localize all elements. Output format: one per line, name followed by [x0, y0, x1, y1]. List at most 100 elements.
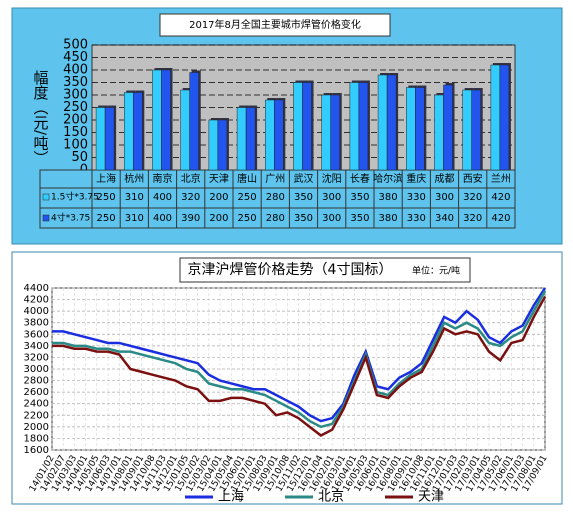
- y-tick-label: 1600: [24, 445, 49, 456]
- bar: [490, 64, 501, 171]
- y-tick-label: 3800: [24, 318, 49, 329]
- y-tick-label: 4000: [24, 306, 49, 317]
- y-tick-label: 4200: [24, 295, 49, 306]
- x-tick-label: 武汉: [294, 172, 314, 185]
- table-value: 420: [491, 213, 510, 224]
- bar: [406, 87, 416, 171]
- table-value: 350: [350, 213, 369, 224]
- table-value: 300: [435, 192, 454, 203]
- x-tick-label: 成都: [435, 173, 455, 185]
- x-tick-label: 杭州: [124, 172, 144, 185]
- table-value: 300: [322, 192, 341, 203]
- x-tick-label: 西安: [463, 172, 483, 185]
- bar: [462, 89, 472, 171]
- bar: [274, 99, 284, 171]
- bar: [349, 82, 360, 171]
- bar: [443, 84, 453, 171]
- bar: [104, 107, 115, 171]
- bar: [293, 82, 303, 171]
- bar: [95, 107, 106, 171]
- line-series: [52, 287, 547, 423]
- x-tick-label: 广州: [265, 173, 285, 185]
- y-tick-label: 50: [71, 150, 88, 165]
- table-value: 350: [350, 192, 369, 203]
- x-tick-label: 长春: [350, 173, 370, 185]
- table-value: 420: [491, 192, 510, 203]
- bar: [133, 92, 143, 171]
- table-value: 320: [463, 213, 482, 224]
- table-value: 350: [294, 213, 313, 224]
- x-tick-label: 天津: [209, 173, 229, 185]
- bar: [236, 107, 247, 171]
- chart-title: 京津沪焊管价格走势（4寸国标）: [188, 262, 393, 278]
- table-value: 200: [209, 213, 228, 224]
- x-tick-label: 上海: [96, 172, 116, 185]
- table-value: 400: [153, 192, 172, 203]
- bar: [217, 119, 228, 171]
- legend-swatch: [42, 193, 50, 201]
- table-value: 350: [294, 192, 313, 203]
- bar: [124, 92, 134, 171]
- legend-label: 1.5寸*3.75: [51, 191, 99, 203]
- x-tick-label: 重庆: [406, 172, 426, 185]
- line-series: [52, 296, 547, 438]
- legend-swatch: [42, 214, 50, 222]
- table-value: 320: [463, 192, 482, 203]
- table-value: 330: [407, 213, 426, 224]
- y-tick-label: 3200: [24, 352, 49, 363]
- y-tick-label: 4400: [24, 283, 49, 294]
- y-tick-label: 3000: [24, 364, 49, 375]
- y-tick-label: 1800: [24, 433, 49, 444]
- table-value: 330: [407, 192, 426, 203]
- bar: [330, 94, 340, 171]
- x-tick-label: 北京: [181, 172, 201, 185]
- bar: [358, 82, 369, 171]
- line-series: [52, 290, 547, 429]
- legend-label: 北京: [318, 490, 344, 505]
- y-tick-label: 2000: [24, 422, 49, 433]
- legend-label: 上海: [218, 490, 244, 505]
- y-tick-label: 3400: [24, 341, 49, 352]
- chart-title: 2017年8月全国主要城市焊管价格变化: [189, 18, 361, 31]
- bar: [208, 119, 219, 171]
- y-tick-label: 350: [63, 75, 88, 90]
- y-tick-label: 2400: [24, 399, 49, 410]
- bar: [386, 74, 397, 171]
- title-box: [159, 13, 391, 37]
- legend-label: 4寸*3.75: [51, 212, 90, 224]
- x-tick-label: 兰州: [491, 172, 511, 185]
- y-tick-label: 500: [63, 38, 88, 53]
- table-value: 300: [322, 213, 341, 224]
- bar: [265, 99, 275, 171]
- bar: [499, 64, 510, 171]
- table-value: 310: [125, 213, 144, 224]
- y-tick-label: 150: [63, 125, 88, 140]
- y-axis-label: 幅度（元/吨）: [32, 70, 50, 165]
- y-tick-label: 2600: [24, 387, 49, 398]
- table-value: 250: [238, 192, 257, 203]
- table-value: 250: [97, 192, 116, 203]
- bar: [180, 89, 190, 171]
- y-tick-label: 2200: [24, 410, 49, 421]
- y-tick-label: 3600: [24, 329, 49, 340]
- bar: [321, 94, 331, 171]
- bar: [434, 94, 444, 171]
- x-tick-label: 沈阳: [322, 172, 342, 185]
- x-tick-label: 哈尔滨: [373, 172, 403, 185]
- bar: [152, 69, 162, 171]
- x-tick-label: 南京: [153, 172, 173, 185]
- y-tick-label: 300: [63, 88, 88, 103]
- y-tick-label: 250: [63, 100, 88, 115]
- title-box: [179, 257, 471, 283]
- bar: [302, 82, 312, 171]
- legend-label: 天津: [418, 490, 444, 505]
- table-value: 380: [379, 192, 398, 203]
- y-tick-label: 200: [63, 113, 88, 128]
- table-value: 320: [181, 192, 200, 203]
- x-tick-label: 唐山: [237, 172, 257, 185]
- y-tick-label: 100: [63, 138, 88, 153]
- table-value: 390: [181, 213, 200, 224]
- table-value: 250: [97, 213, 116, 224]
- bar: [377, 74, 388, 171]
